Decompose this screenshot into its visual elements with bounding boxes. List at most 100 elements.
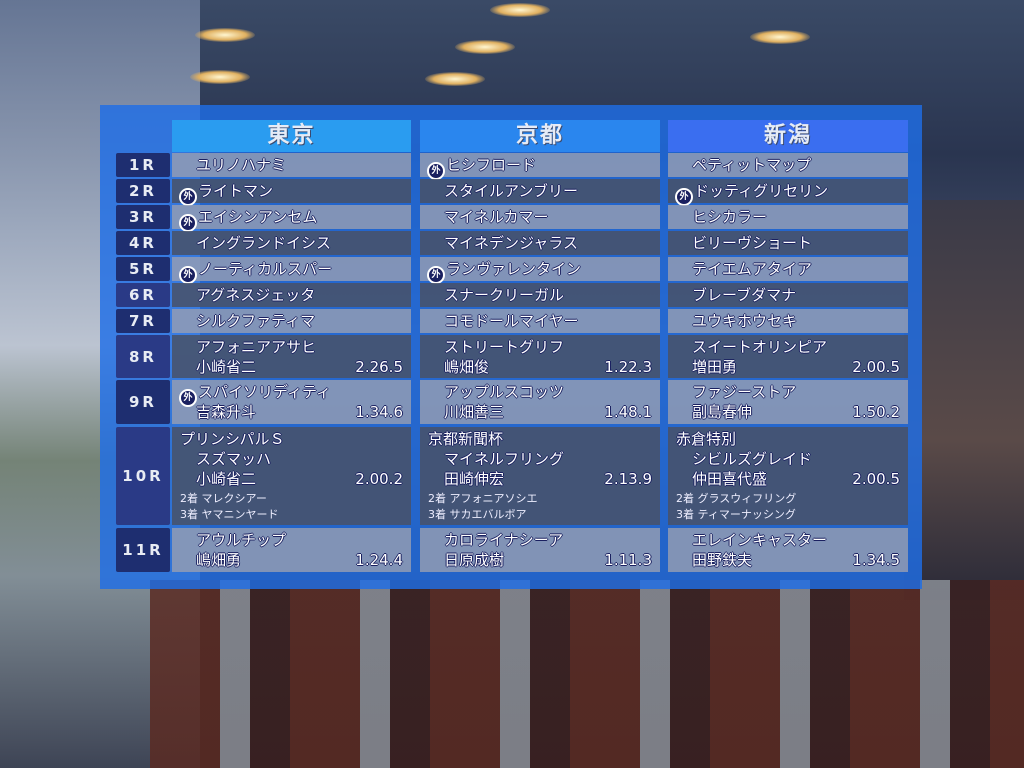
winning-horse-name: スパイソリディティ (198, 383, 332, 401)
race-results-panel: 東京 京都 新潟 1R ユリノハナミ外ヒシフロード ペティットマップ 2R 外ライトマン… (100, 105, 922, 589)
race-result-cell[interactable]: スナークリーガル (420, 283, 660, 307)
race-name: プリンシパルＳ (180, 430, 285, 448)
winning-horse-name: カロライナシーア (444, 531, 564, 549)
race-result-cell[interactable]: コモドールマイヤー (420, 309, 660, 333)
horse-name-line: スタイルアンブリー (420, 181, 660, 201)
race-number-label: 11R (116, 528, 170, 572)
winning-time: 2.00.5 (852, 358, 900, 376)
race-result-cell[interactable]: 外スパイソリディティ 吉森升斗 1.34.6 (172, 380, 411, 424)
race-number-label: 7R (116, 309, 170, 333)
jockey-name: 田崎伸宏 (444, 470, 505, 488)
race-result-cell[interactable]: スタイルアンブリー (420, 179, 660, 203)
jockey-name: 川畑善三 (444, 403, 505, 421)
winning-horse-name: ブレーブダマナ (692, 286, 797, 304)
race-result-cell[interactable]: 外ドッティグリセリン (668, 179, 908, 206)
race-name: 赤倉特別 (676, 430, 737, 448)
winning-horse-name: ビリーヴショート (692, 234, 813, 252)
venue-header-niigata: 新潟 (668, 120, 908, 152)
horse-name-line: 外ライトマン (172, 181, 411, 206)
race-result-cell[interactable]: ペティットマップ (668, 153, 908, 177)
race-result-cell[interactable]: エレインキャスター 田野鉄夫 1.34.5 (668, 528, 908, 572)
horse-name-line: ヒシカラー (668, 207, 908, 227)
race-result-cell[interactable]: マイネデンジャラス (420, 231, 660, 255)
race-result-cell[interactable]: ユリノハナミ (172, 153, 411, 177)
race-result-cell[interactable]: 外ノーティカルスパー (172, 257, 411, 284)
winning-horse-name: シビルズグレイド (692, 450, 813, 468)
winning-horse-name: ペティットマップ (692, 156, 812, 174)
horse-name-line: ファジーストア (668, 382, 908, 402)
winning-horse-name: ユウキホウセキ (692, 312, 798, 330)
winning-horse-name: マイネルフリング (444, 450, 565, 468)
circled-gai-foreign-horse-icon: 外 (179, 389, 197, 407)
horse-name-line: ストリートグリフ (420, 337, 660, 357)
horse-name-line: ビリーヴショート (668, 233, 908, 253)
jockey-name: 仲田喜代盛 (692, 470, 768, 488)
race-result-cell[interactable]: アウルチップ 嶋畑勇 1.24.4 (172, 528, 411, 572)
winning-horse-name: アフォニアアサヒ (196, 338, 317, 356)
jockey-name: 日原成樹 (444, 551, 505, 569)
circled-gai-foreign-horse-icon: 外 (179, 188, 197, 206)
race-result-cell[interactable]: テイエムアタイア (668, 257, 908, 281)
winning-horse-name: スズマッハ (196, 450, 272, 468)
jockey-name: 吉森升斗 (196, 403, 257, 421)
winning-horse-name: コモドールマイヤー (444, 312, 579, 330)
horse-name-line: 外エイシンアンセム (172, 207, 411, 232)
race-result-cell[interactable]: マイネルカマー (420, 205, 660, 229)
winning-horse-name: エレインキャスター (692, 531, 828, 549)
horse-name-line: ブレーブダマナ (668, 285, 908, 305)
race-result-cell[interactable]: ファジーストア 副島春伸 1.50.2 (668, 380, 908, 424)
winning-time: 1.50.2 (852, 403, 900, 421)
winning-time: 1.48.1 (604, 403, 652, 421)
winning-horse-name: ファジーストア (692, 383, 797, 401)
race-result-cell[interactable]: アフォニアアサヒ 小崎省二 2.26.5 (172, 335, 411, 378)
winning-time: 2.00.5 (852, 470, 900, 488)
circled-gai-foreign-horse-icon: 外 (179, 266, 197, 284)
winning-horse-name: ヒシフロード (446, 156, 537, 174)
race-result-cell[interactable]: ヒシカラー (668, 205, 908, 229)
horse-name-line: アフォニアアサヒ (172, 337, 411, 357)
third-place: 3着 ヤマニンヤード (180, 508, 279, 521)
race-result-cell[interactable]: アグネスジェッタ (172, 283, 411, 307)
race-result-cell[interactable]: 外ヒシフロード (420, 153, 660, 180)
race-result-cell[interactable]: カロライナシーア 日原成樹 1.11.3 (420, 528, 660, 572)
race-result-cell[interactable]: 外ランヴァレンタイン (420, 257, 660, 284)
venue-header-kyoto: 京都 (420, 120, 660, 152)
race-number-label: 6R (116, 283, 170, 307)
winning-horse-name: イングランドイシス (196, 234, 332, 252)
race-result-cell[interactable]: 外エイシンアンセム (172, 205, 411, 232)
race-result-cell[interactable]: ビリーヴショート (668, 231, 908, 255)
third-place: 3着 ティマーナッシング (676, 508, 796, 521)
winning-horse-name: スタイルアンブリー (444, 182, 578, 200)
winning-horse-name: ユリノハナミ (196, 156, 287, 174)
race-result-cell[interactable]: アップルスコッツ 川畑善三 1.48.1 (420, 380, 660, 424)
horse-name-line: アップルスコッツ (420, 382, 660, 402)
race-result-cell[interactable]: 赤倉特別 シビルズグレイド 仲田喜代盛 2.00.5 2着 グラスウィフリング 3着 ティ… (668, 427, 908, 525)
winning-time: 1.22.3 (604, 358, 652, 376)
race-result-cell[interactable]: ユウキホウセキ (668, 309, 908, 333)
winning-horse-name: ドッティグリセリン (694, 182, 829, 200)
race-result-cell[interactable]: イングランドイシス (172, 231, 411, 255)
race-result-cell[interactable]: 外ライトマン (172, 179, 411, 206)
winning-horse-name: スナークリーガル (444, 286, 565, 304)
ceiling-lamp (455, 40, 515, 54)
race-result-cell[interactable]: ストリートグリフ 嶋畑俊 1.22.3 (420, 335, 660, 378)
horse-name-line: シビルズグレイド (668, 449, 908, 469)
race-number-label: 1R (116, 153, 170, 177)
race-result-cell[interactable]: 京都新聞杯 マイネルフリング 田崎伸宏 2.13.9 2着 アフォニアソシエ 3着 サカエ… (420, 427, 660, 525)
ceiling-lamp (490, 3, 550, 17)
race-result-cell[interactable]: プリンシパルＳ スズマッハ 小崎省二 2.00.2 2着 マレクシアー 3着 ヤマニンヤー… (172, 427, 411, 525)
winning-time: 1.11.3 (604, 551, 652, 569)
horse-name-line: スナークリーガル (420, 285, 660, 305)
winning-horse-name: スイートオリンピア (692, 338, 828, 356)
winning-horse-name: ストリートグリフ (444, 338, 565, 356)
race-result-cell[interactable]: ブレーブダマナ (668, 283, 908, 307)
ceiling-lamp (195, 28, 255, 42)
winning-horse-name: ノーティカルスパー (198, 260, 333, 278)
winning-time: 1.24.4 (355, 551, 403, 569)
race-result-cell[interactable]: スイートオリンピア 増田勇 2.00.5 (668, 335, 908, 378)
venue-header-tokyo: 東京 (172, 120, 411, 152)
race-result-cell[interactable]: シルクファティマ (172, 309, 411, 333)
circled-gai-foreign-horse-icon: 外 (179, 214, 197, 232)
horse-name-line: コモドールマイヤー (420, 311, 660, 331)
horse-name-line: ペティットマップ (668, 155, 908, 175)
